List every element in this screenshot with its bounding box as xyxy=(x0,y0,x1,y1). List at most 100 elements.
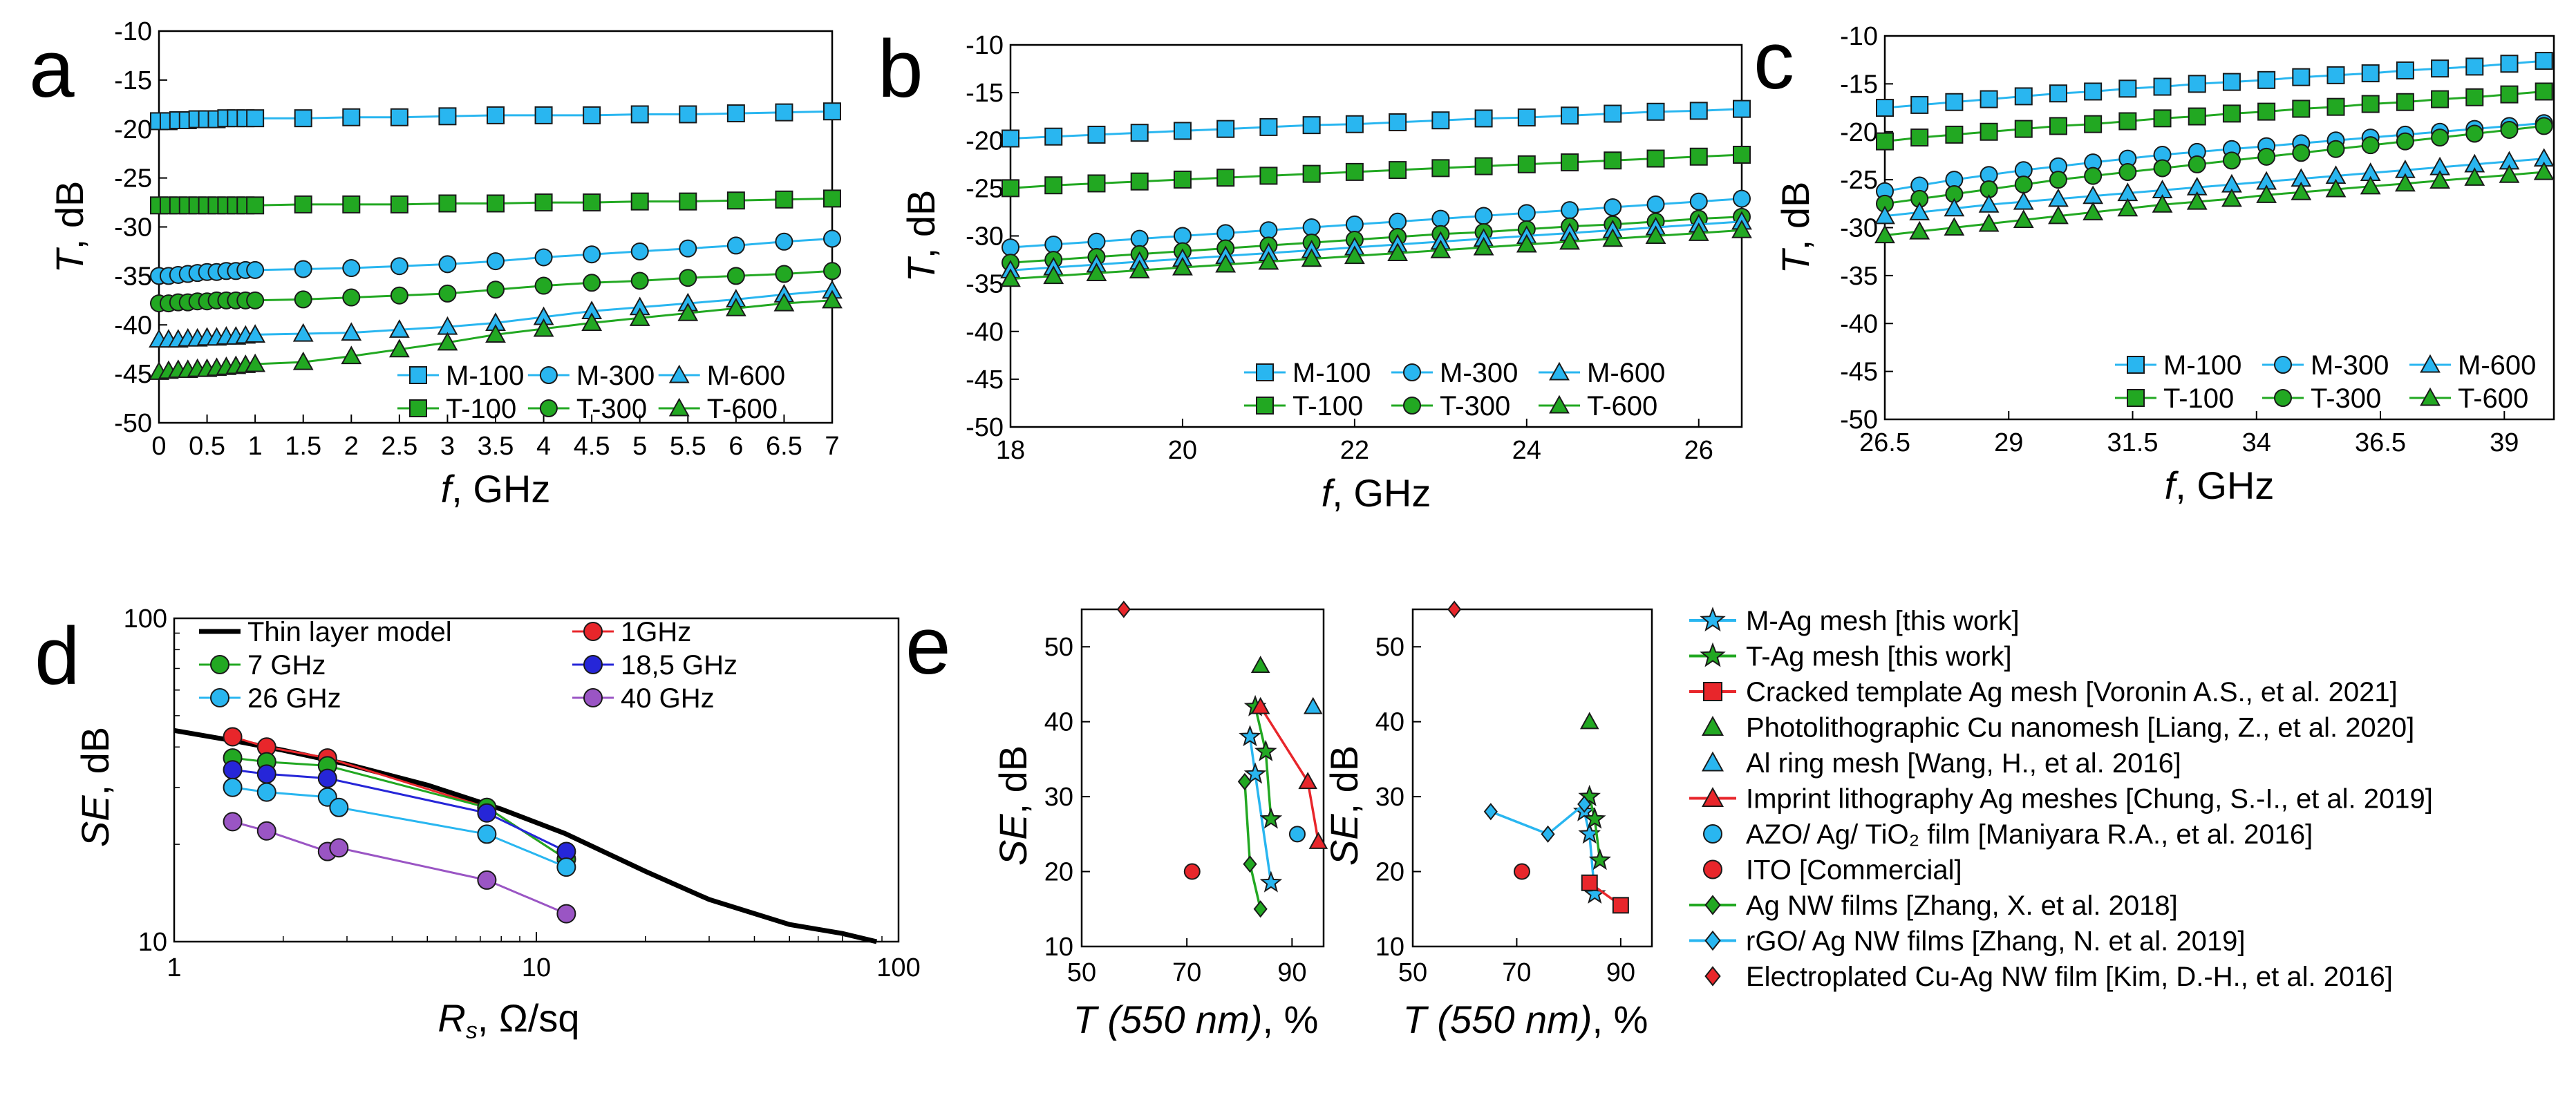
data-point xyxy=(2222,104,2241,123)
legend-label: Imprint lithography Ag meshes [Chung, S.… xyxy=(1746,784,2433,815)
data-point xyxy=(1945,125,1964,144)
legend-label: 40 GHz xyxy=(621,683,715,714)
data-point xyxy=(1978,193,2000,213)
y-tick-label: -20 xyxy=(966,126,1004,155)
data-point xyxy=(2222,73,2241,91)
data-point xyxy=(1646,149,1665,168)
data-point xyxy=(583,274,601,292)
data-point xyxy=(317,768,337,788)
data-point xyxy=(581,312,603,331)
data-point xyxy=(245,324,266,343)
data-point xyxy=(1130,124,1149,142)
legend-label: 1GHz xyxy=(621,617,691,647)
y-axis-label: T, dB xyxy=(1774,182,1817,274)
series-m-ag-mesh-this-work xyxy=(1239,725,1283,893)
x-tick-label: 20 xyxy=(1168,436,1197,465)
data-point xyxy=(1733,145,1751,164)
data-point xyxy=(487,252,505,271)
data-point xyxy=(2292,144,2311,162)
panel-letter-a: a xyxy=(29,23,75,115)
y-axis-label-symbol: T xyxy=(899,256,943,282)
legend-marker xyxy=(409,366,427,384)
data-point xyxy=(1577,795,1592,813)
data-point xyxy=(223,727,243,747)
data-point xyxy=(1237,772,1252,791)
data-point xyxy=(1389,113,1407,131)
data-point xyxy=(1980,122,1998,141)
series-line xyxy=(1254,706,1272,819)
data-point xyxy=(1561,201,1579,220)
data-point xyxy=(342,288,361,307)
data-point xyxy=(2396,132,2414,151)
data-point xyxy=(1002,238,1019,257)
x-tick-label: 18 xyxy=(996,436,1025,465)
data-point xyxy=(2153,159,2172,178)
series-line xyxy=(1010,108,1742,140)
data-point xyxy=(1301,248,1322,267)
data-point xyxy=(583,245,601,264)
y-tick-label: 50 xyxy=(1375,633,1404,662)
data-point xyxy=(2292,68,2311,86)
y-tick-label: 40 xyxy=(1044,708,1073,737)
data-point xyxy=(256,821,276,841)
data-point xyxy=(437,332,458,351)
x-tick-label: 2 xyxy=(344,432,359,461)
data-point xyxy=(1087,125,1106,144)
x-axis-label: f, GHz xyxy=(1322,471,1431,515)
data-point xyxy=(2361,95,2380,113)
legend-label: T-300 xyxy=(2311,383,2381,414)
y-tick-label: 40 xyxy=(1375,708,1404,737)
data-point xyxy=(2083,202,2104,220)
x-tick-label: 2.5 xyxy=(381,432,417,461)
data-point xyxy=(1173,122,1192,140)
legend-marker xyxy=(1704,966,1721,987)
data-point xyxy=(2153,109,2172,128)
data-point xyxy=(1243,855,1257,873)
data-point xyxy=(2535,82,2553,101)
series-7-ghz xyxy=(223,748,576,869)
data-point xyxy=(294,290,312,309)
legend-marker xyxy=(2127,356,2145,374)
data-point xyxy=(1579,712,1599,730)
legend-marker xyxy=(583,688,603,707)
x-tick-label: 29 xyxy=(1994,428,2023,457)
data-point xyxy=(2257,70,2276,89)
y-tick-label: 10 xyxy=(1375,933,1404,962)
data-point xyxy=(1002,129,1019,148)
data-point xyxy=(2118,163,2137,182)
series-m-300 xyxy=(1002,189,1751,257)
legend-marker xyxy=(1703,682,1722,701)
data-point xyxy=(342,259,361,278)
series-line xyxy=(1010,229,1742,280)
data-point xyxy=(1541,825,1555,843)
data-point xyxy=(246,260,265,279)
legend-marker xyxy=(583,622,603,641)
data-point xyxy=(1044,176,1063,195)
data-point xyxy=(2049,171,2067,189)
legend-marker xyxy=(2274,356,2292,374)
data-point xyxy=(485,324,506,343)
data-point xyxy=(438,255,457,274)
series-cracked-template-ag-mesh-voronin-a-s-et-al-2021 xyxy=(1581,874,1629,914)
legend-label: 7 GHz xyxy=(247,650,326,681)
y-axis-label-unit: , dB xyxy=(73,727,117,796)
legend-label: T-600 xyxy=(707,394,778,424)
data-point xyxy=(1910,129,1929,147)
data-point xyxy=(1259,166,1278,185)
x-tick-label: 39 xyxy=(2490,428,2519,457)
y-axis-label-symbol: SE xyxy=(1322,814,1366,866)
legend-marker xyxy=(1700,642,1726,667)
data-point xyxy=(1588,848,1612,870)
data-point xyxy=(1116,600,1131,618)
data-point xyxy=(1731,219,1752,238)
legend-label: M-300 xyxy=(576,361,655,391)
y-tick-label: -15 xyxy=(966,79,1004,108)
subplot-2: 10 20 30 40 50 50 70 90 SE, dB T (550 nm), % xyxy=(1322,600,1653,1041)
x-axis-label: Rs, Ω/sq xyxy=(438,996,579,1044)
panel-letter-c: c xyxy=(1754,15,1794,106)
data-point xyxy=(775,232,793,251)
plot-frame xyxy=(1080,608,1325,948)
data-point xyxy=(1688,222,1709,241)
